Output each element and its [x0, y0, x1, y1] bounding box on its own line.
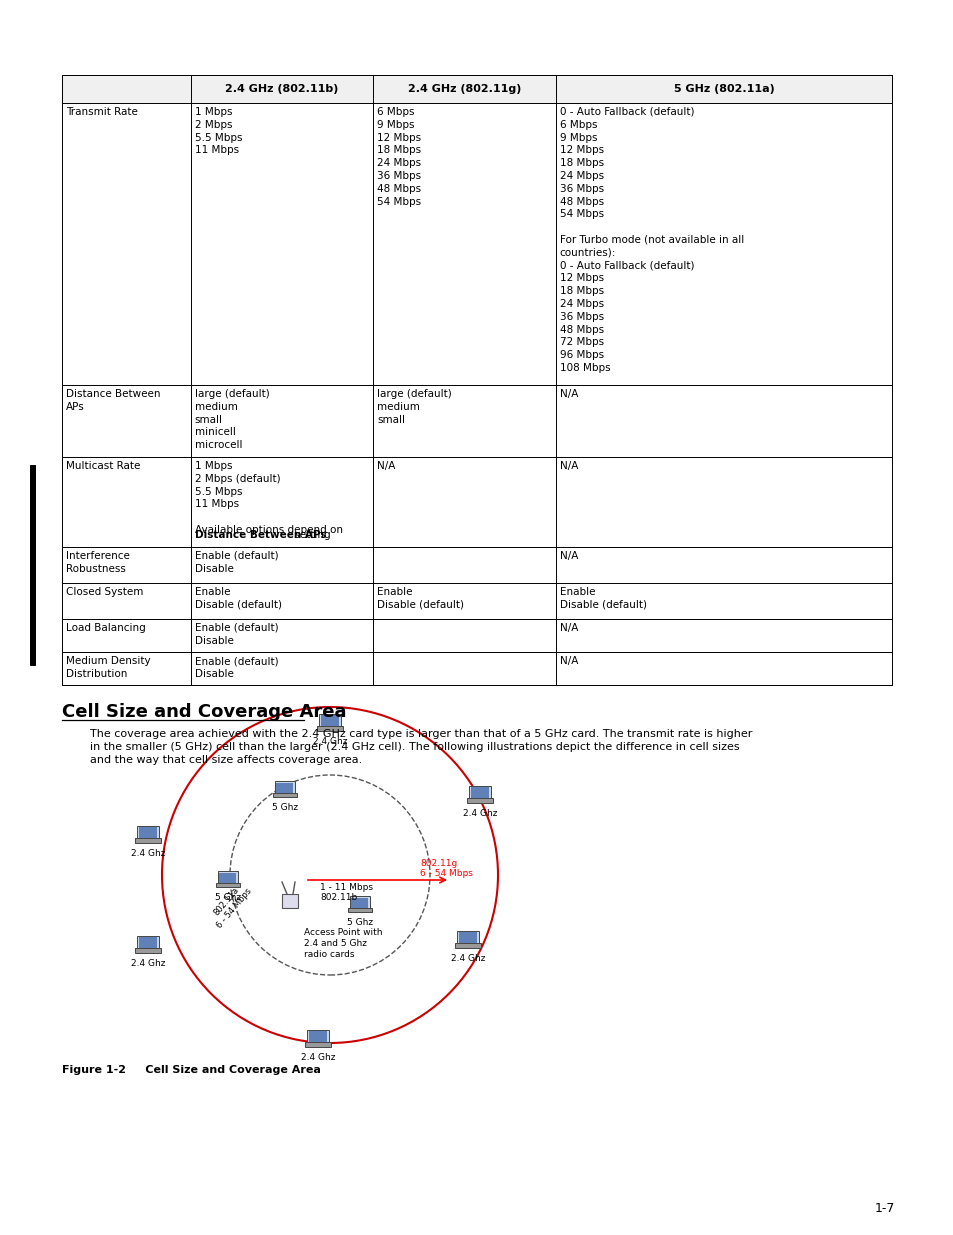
Text: 0 - Auto Fallback (default)
6 Mbps
9 Mbps
12 Mbps
18 Mbps
24 Mbps
36 Mbps
48 Mbp: 0 - Auto Fallback (default) 6 Mbps 9 Mbp… [559, 107, 743, 373]
Bar [317, 726, 342, 731]
Bar [139, 827, 157, 839]
Bar [139, 937, 157, 948]
Bar [217, 871, 238, 884]
Bar [455, 944, 480, 947]
Bar [309, 1031, 327, 1042]
Bar [348, 908, 372, 913]
Text: N/A: N/A [559, 622, 578, 634]
Bar [219, 873, 236, 883]
Text: setting: setting [291, 530, 330, 540]
Bar [471, 788, 489, 798]
Text: 2.4 Ghz: 2.4 Ghz [131, 960, 165, 968]
Text: N/A: N/A [559, 656, 578, 666]
Bar [62, 75, 891, 685]
Bar [274, 781, 294, 794]
Text: in the smaller (5 GHz) cell than the larger (2.4 GHz cell). The following illust: in the smaller (5 GHz) cell than the lar… [90, 742, 739, 752]
Text: 1 Mbps
2 Mbps
5.5 Mbps
11 Mbps: 1 Mbps 2 Mbps 5.5 Mbps 11 Mbps [194, 107, 242, 156]
Text: 2.4 GHz (802.11b): 2.4 GHz (802.11b) [225, 84, 338, 94]
Text: Distance Between
APs: Distance Between APs [66, 389, 160, 411]
Text: Access Point with
2.4 and 5 Ghz
radio cards: Access Point with 2.4 and 5 Ghz radio ca… [304, 927, 382, 960]
Text: 5 Ghz: 5 Ghz [214, 893, 241, 902]
Text: Medium Density
Distribution: Medium Density Distribution [66, 656, 151, 679]
Text: 2.4 GHz (802.11g): 2.4 GHz (802.11g) [408, 84, 520, 94]
Text: N/A: N/A [559, 389, 578, 399]
Text: Transmit Rate: Transmit Rate [66, 107, 138, 117]
Text: Enable (default)
Disable: Enable (default) Disable [194, 551, 278, 574]
Bar [135, 839, 160, 842]
Text: 2.4 Ghz: 2.4 Ghz [300, 1053, 335, 1062]
Text: Closed System: Closed System [66, 587, 143, 597]
Text: 1 - 11 Mbps
802.11b: 1 - 11 Mbps 802.11b [319, 883, 373, 903]
Text: 2.4 Ghz: 2.4 Ghz [462, 809, 497, 818]
Text: Enable (default)
Disable: Enable (default) Disable [194, 656, 278, 679]
Text: Figure 1-2     Cell Size and Coverage Area: Figure 1-2 Cell Size and Coverage Area [62, 1065, 320, 1074]
Bar [62, 75, 891, 103]
Bar [137, 825, 158, 840]
Text: and the way that cell size affects coverage area.: and the way that cell size affects cover… [90, 755, 362, 764]
Text: N/A: N/A [376, 461, 395, 471]
Text: Distance Between APs: Distance Between APs [194, 530, 326, 540]
Bar [456, 930, 478, 945]
Bar [135, 948, 160, 952]
Text: 802.11g
6 - 54 Mbps: 802.11g 6 - 54 Mbps [419, 858, 473, 878]
Text: 1 Mbps
2 Mbps (default)
5.5 Mbps
11 Mbps

Available options depend on: 1 Mbps 2 Mbps (default) 5.5 Mbps 11 Mbps… [194, 461, 342, 548]
Text: 2.4 Ghz: 2.4 Ghz [131, 848, 165, 858]
Text: N/A: N/A [559, 461, 578, 471]
Bar [350, 897, 370, 910]
Text: Enable
Disable (default): Enable Disable (default) [194, 587, 281, 610]
Bar [137, 936, 158, 950]
Text: 5 Ghz: 5 Ghz [347, 918, 373, 927]
Text: large (default)
medium
small
minicell
microcell: large (default) medium small minicell mi… [194, 389, 269, 451]
Text: 5 GHz (802.11a): 5 GHz (802.11a) [673, 84, 774, 94]
Bar [458, 932, 476, 944]
Bar [276, 783, 294, 793]
Text: The coverage area achieved with the 2.4 GHz card type is larger than that of a 5: The coverage area achieved with the 2.4 … [90, 729, 752, 739]
Bar [319, 714, 340, 727]
Bar [216, 883, 239, 887]
Bar [320, 715, 338, 726]
Text: Enable
Disable (default): Enable Disable (default) [376, 587, 464, 610]
Bar [305, 1042, 331, 1046]
Text: 2.4 Ghz: 2.4 Ghz [313, 737, 347, 746]
Text: Enable
Disable (default): Enable Disable (default) [559, 587, 646, 610]
Text: 6 Mbps
9 Mbps
12 Mbps
18 Mbps
24 Mbps
36 Mbps
48 Mbps
54 Mbps: 6 Mbps 9 Mbps 12 Mbps 18 Mbps 24 Mbps 36… [376, 107, 421, 206]
Bar [467, 798, 492, 803]
Text: 802.11a
6 - 54 Mbps: 802.11a 6 - 54 Mbps [207, 881, 253, 930]
Text: 2.4 Ghz: 2.4 Ghz [450, 953, 485, 963]
Text: Enable (default)
Disable: Enable (default) Disable [194, 622, 278, 646]
Text: Load Balancing: Load Balancing [66, 622, 146, 634]
Text: N/A: N/A [559, 551, 578, 561]
Text: Cell Size and Coverage Area: Cell Size and Coverage Area [62, 703, 346, 721]
Bar [307, 1030, 329, 1044]
Bar [30, 466, 35, 664]
Text: 1-7: 1-7 [874, 1202, 894, 1215]
Text: Interference
Robustness: Interference Robustness [66, 551, 130, 574]
Bar [273, 793, 296, 798]
Bar [282, 894, 297, 908]
Text: 5 Ghz: 5 Ghz [272, 803, 297, 811]
Text: Multicast Rate: Multicast Rate [66, 461, 140, 471]
Bar [469, 785, 490, 800]
Bar [351, 898, 368, 908]
Text: large (default)
medium
small: large (default) medium small [376, 389, 452, 425]
